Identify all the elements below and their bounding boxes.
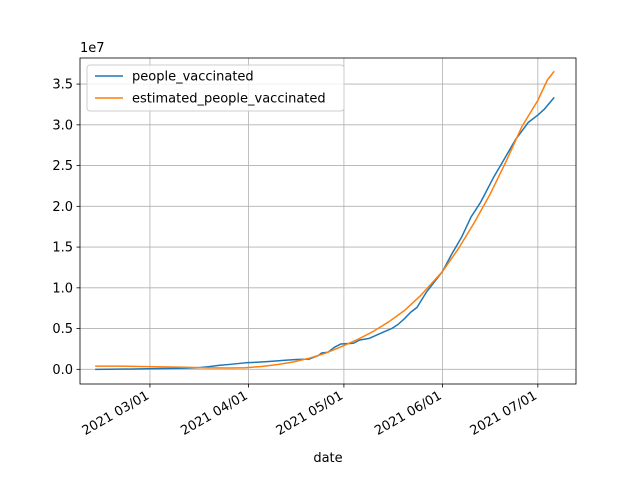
series-line-estimated-people-vaccinated [95,70,555,369]
legend-label-estimated-people-vaccinated: estimated_people_vaccinated [132,92,326,107]
axes [79,57,577,385]
legend: people_vaccinated estimated_people_vaccin… [86,64,345,112]
y-tick-label: 0.0 [52,363,73,378]
y-tick-label: 2.0 [52,200,73,215]
series-lines [95,70,555,371]
legend-box [86,64,345,112]
y-tick-label: 2.5 [52,159,73,174]
plot-area [80,58,576,384]
y-tick-label: 0.5 [52,322,73,337]
series-line-people-vaccinated [95,96,555,371]
y-tick-label: 1.5 [52,241,73,256]
y-tick-label: 3.5 [52,78,73,93]
x-axis-label: date [313,451,342,466]
y-tick-label: 3.0 [52,118,73,133]
legend-label-people-vaccinated: people_vaccinated [132,70,254,85]
y-tick-label: 1.0 [52,281,73,296]
axes-frame [79,57,577,385]
y-offset-text: 1e7 [80,41,105,56]
